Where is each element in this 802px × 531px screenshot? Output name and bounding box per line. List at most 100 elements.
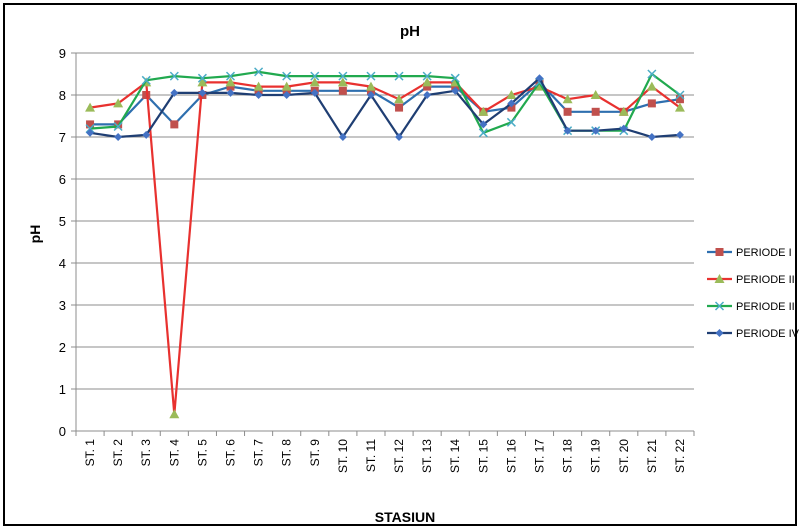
data-point [395,133,404,141]
data-point [86,120,95,129]
data-point [506,90,517,99]
series-line [89,81,681,416]
data-point [310,88,319,97]
legend-entry: PERIODE II [707,274,795,286]
data-point [141,75,151,85]
legend-entry: PERIODE I [707,247,792,259]
data-point [507,99,516,108]
x-tick-label: ST. 1 [83,439,97,467]
data-point [394,94,405,104]
y-tick-label: 2 [59,340,66,355]
y-tick-label: 0 [59,424,66,439]
x-tick-label: ST. 15 [476,439,490,473]
series-line [90,81,681,126]
y-tick-label: 3 [59,298,66,313]
data-point [86,128,95,137]
data-point [282,71,292,81]
y-tick-label: 8 [59,88,66,103]
data-point [253,81,264,91]
data-point [618,106,629,116]
data-point [450,73,460,83]
data-point [225,77,236,87]
data-point [619,124,628,133]
data-point [675,130,684,139]
x-tick-label: ST. 7 [252,439,266,467]
data-point [451,86,460,95]
x-tick-label: ST. 6 [224,439,238,467]
x-tick-label: ST. 16 [504,439,518,473]
axes [71,52,695,436]
legend-label: PERIODE IV [736,328,800,340]
data-point [281,81,292,91]
data-point [114,133,123,141]
y-axis-title: pH [27,225,43,244]
y-tick-label: 1 [59,382,66,397]
data-point [423,91,432,99]
x-tick-label: ST. 3 [139,439,153,467]
series-periode-iv [86,74,684,141]
data-point [478,106,489,116]
x-tick-label: ST. 9 [308,439,322,467]
data-point [395,103,404,112]
data-point [647,99,656,108]
x-tick-label: ST. 2 [111,439,125,467]
x-tick-label: ST. 22 [673,439,687,473]
data-point [282,86,291,95]
data-point [226,88,235,97]
data-point [478,128,488,138]
data-point [507,103,516,112]
data-point [646,81,657,91]
legend-marker [714,301,725,311]
legend-marker [715,329,724,337]
chart-title: pH [400,23,420,40]
x-tick-label: ST. 13 [420,439,434,473]
data-point [310,71,320,81]
series-line [89,77,681,139]
data-point [394,71,404,81]
series-periode-i [86,78,684,129]
data-point [647,133,656,141]
legend-entry: PERIODE III [707,301,798,313]
data-point [479,120,488,129]
data-point [85,124,95,134]
data-point [338,133,347,141]
series-line [89,70,681,134]
data-point [338,86,347,95]
data-point [170,120,179,129]
data-point [675,90,685,100]
x-tick-label: ST. 17 [533,439,547,473]
data-point [254,91,263,99]
data-point [226,82,235,91]
y-tick-label: 7 [59,130,66,145]
x-axis-title: STASIUN [375,509,435,525]
data-point [254,67,264,77]
data-point [563,107,572,116]
data-point [366,91,375,99]
x-tick-labels: ST. 1 ST. 2 ST. 3 ST. 4 ST. 5 ST. 6 ST. 7 ST. 8… [83,439,687,473]
x-tick-label: ST. 14 [448,439,462,473]
data-point [591,126,600,135]
x-tick-label: ST. 11 [364,439,378,472]
data-point [85,102,96,112]
data-point [675,95,684,104]
data-point [169,409,180,419]
data-point [254,86,263,95]
data-point [590,90,601,99]
data-point [535,74,544,83]
x-tick-label: ST. 8 [280,439,294,467]
data-point [198,88,207,97]
x-tick-label: ST. 10 [336,439,350,473]
x-tick-label: ST. 5 [195,439,209,467]
data-point [562,94,573,104]
data-point [337,77,348,87]
series-lines [85,67,685,419]
y-tick-labels: 0 1 2 3 4 5 6 7 8 9 [59,46,66,439]
data-point [366,86,375,95]
data-point [338,71,348,81]
data-point [169,71,179,81]
x-tick-label: ST. 4 [167,439,181,467]
x-tick-label: ST. 21 [645,439,659,473]
legend-label: PERIODE II [736,274,795,286]
data-point [309,77,320,87]
data-point [113,121,123,132]
